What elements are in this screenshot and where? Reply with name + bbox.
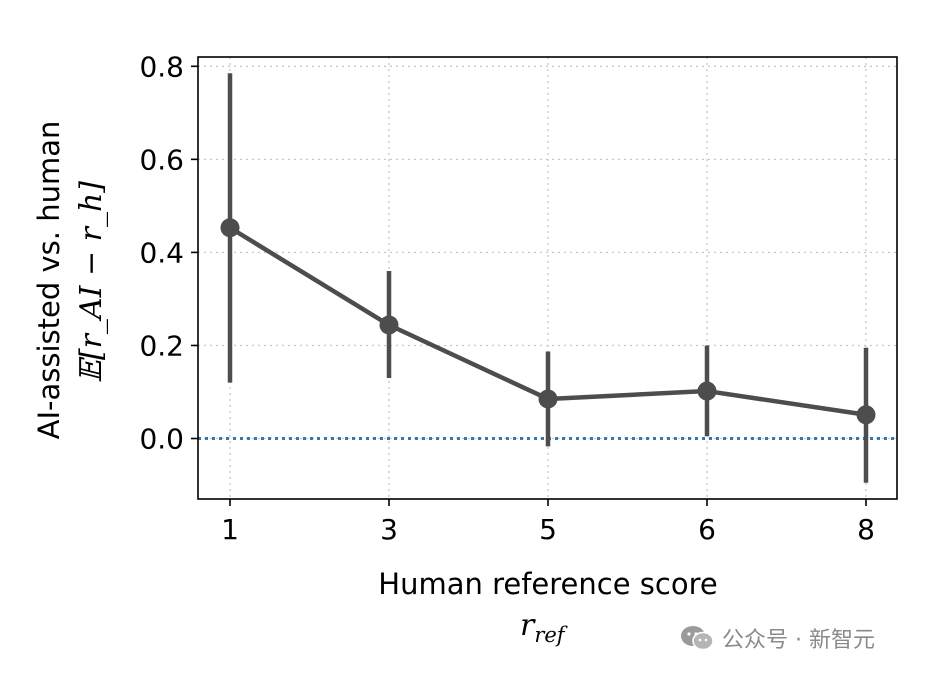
data-point-1 — [220, 218, 240, 238]
wechat-icon — [681, 626, 714, 651]
y-tick-label: 0.8 — [139, 50, 184, 83]
y-axis-label: AI-assisted vs. human — [32, 121, 66, 440]
data-point-6 — [697, 381, 717, 401]
x-axis-label: Human reference score — [378, 567, 717, 601]
x-tick-label: 3 — [380, 513, 398, 546]
y-tick-label: 0.4 — [139, 236, 184, 269]
y-axis-ticks: 0.0 0.2 0.4 0.6 0.8 — [139, 50, 198, 456]
x-tick-label: 8 — [857, 513, 875, 546]
y-tick-label: 0.0 — [139, 423, 184, 456]
data-point-8 — [856, 405, 876, 425]
error-bars — [227, 73, 869, 483]
grid — [198, 57, 897, 499]
watermark-text: 公众号 · 新智元 — [722, 628, 875, 653]
data-point-3 — [379, 315, 399, 335]
y-axis-math-label: 𝔼[r_AI − r_h] — [74, 181, 109, 383]
x-tick-label: 5 — [539, 513, 557, 546]
watermark: 公众号 · 新智元 — [680, 622, 875, 654]
x-tick-label: 1 — [221, 513, 239, 546]
x-axis-math-label: rref — [520, 608, 568, 647]
x-axis-ticks: 1 3 5 6 8 — [221, 499, 875, 546]
y-tick-label: 0.6 — [139, 143, 184, 176]
data-point-5 — [538, 389, 558, 409]
data-points — [220, 218, 876, 425]
x-tick-label: 6 — [698, 513, 716, 546]
y-tick-label: 0.2 — [139, 329, 184, 362]
